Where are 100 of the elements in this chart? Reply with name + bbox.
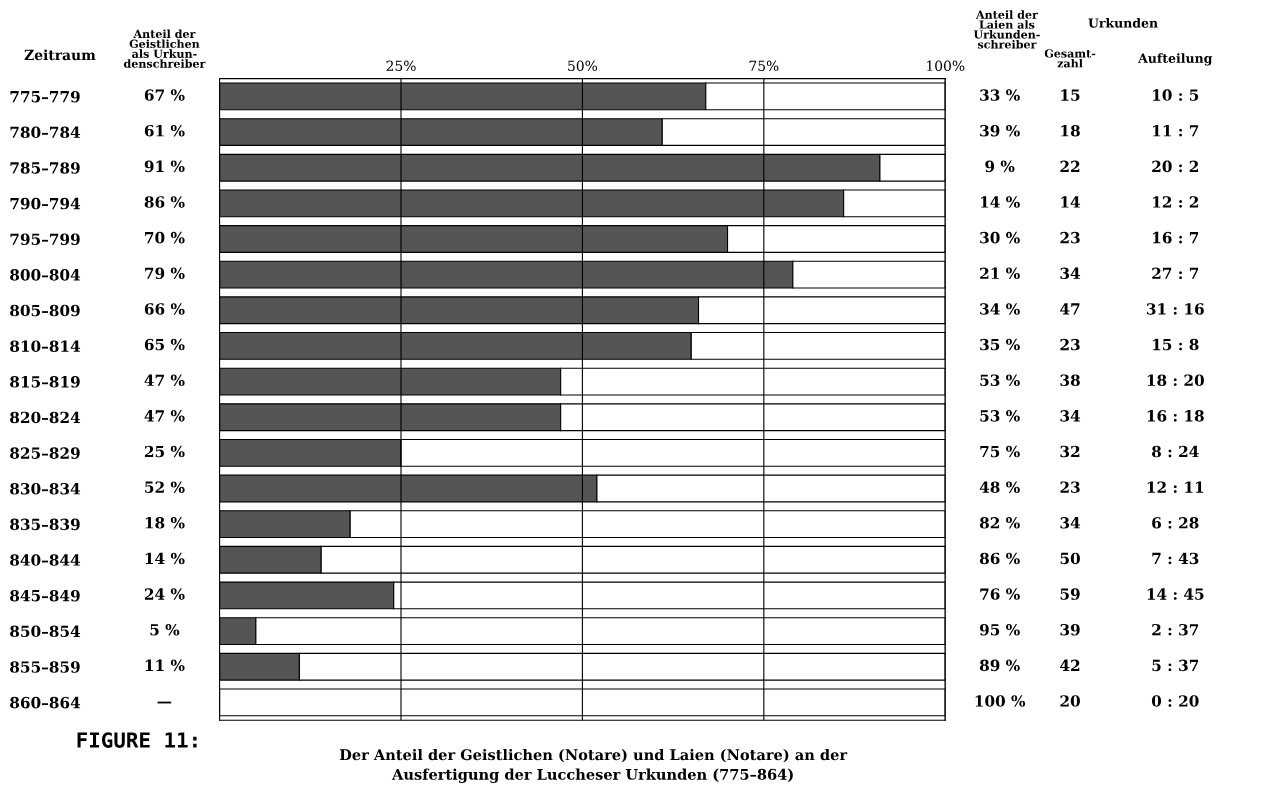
data-label: 52 % (145, 481, 185, 493)
text: 22 (1060, 160, 1080, 172)
text: — (157, 701, 172, 704)
data-label: 47 % (144, 374, 185, 387)
data-label: 70 % (145, 231, 185, 244)
data-label: 33 % (980, 89, 1020, 101)
text: 10 : 5 (1153, 89, 1199, 101)
data-label: 67 % (144, 89, 185, 101)
x-tick-label: 100% (927, 60, 965, 72)
text: 38 (1060, 374, 1080, 387)
text: 5 : 37 (1152, 659, 1199, 672)
y-tick-label: 785–789 (10, 162, 80, 174)
data-label: 11 % (145, 659, 185, 672)
text: 2 : 37 (1152, 623, 1199, 636)
text: 6 : 28 (1152, 517, 1199, 529)
data-label: 25 % (144, 445, 185, 458)
data-label: 100 % (975, 695, 1026, 707)
data-label: 24 % (144, 588, 185, 600)
text: 11 : 7 (1153, 124, 1199, 137)
text: 7 : 43 (1152, 552, 1199, 565)
data-label: 9 % (985, 160, 1015, 173)
data-label: 76 % (980, 588, 1020, 600)
text: 59 (1060, 588, 1080, 600)
text: 14 : 45 (1147, 588, 1204, 600)
data-label: 86 % (144, 196, 185, 208)
data-label: 35 % (980, 338, 1020, 351)
data-label: 75 % (980, 445, 1020, 458)
text: Der Anteil der Geistlichen (Notare) und Laien (Notare) an der Ausfertigung der Luccheser Urkunden (775–864) (339, 748, 848, 783)
data-label: 61 % (144, 124, 185, 137)
y-tick-label: 805–809 (10, 304, 80, 317)
data-label: 82 % (979, 517, 1020, 529)
y-tick-label: 840–844 (10, 554, 81, 566)
data-label: 5 % (150, 623, 180, 636)
text: Urkunden (1088, 18, 1158, 28)
data-label: 53 % (980, 374, 1020, 387)
text: 34 (1060, 267, 1081, 280)
y-tick-label: 850–854 (10, 625, 81, 638)
text: 32 (1060, 445, 1080, 458)
x-tick-label: 75% (749, 60, 779, 72)
text: 12 : 2 (1153, 196, 1198, 208)
y-tick-label: 860–864 (10, 696, 81, 709)
text: 16 : 7 (1153, 231, 1199, 244)
y-tick-label: 845–849 (10, 589, 80, 602)
text: 34 (1060, 517, 1081, 529)
data-label: 79 % (145, 267, 185, 280)
text: Gesamt- zahl (1044, 49, 1096, 68)
data-label: 34 % (980, 303, 1020, 315)
data-label: 39 % (980, 124, 1020, 137)
data-label: 89 % (979, 659, 1020, 672)
y-tick-label: 780–784 (10, 126, 81, 139)
data-label: 18 % (145, 517, 185, 529)
y-tick-label: 775–779 (10, 90, 80, 103)
y-tick-label: 825–829 (10, 447, 80, 459)
data-label: 65 % (144, 338, 185, 351)
x-tick-label: 50% (568, 60, 598, 72)
text: 16 : 18 (1147, 410, 1204, 422)
text: 42 (1060, 659, 1080, 671)
text: 14 (1061, 196, 1081, 208)
data-label: 53 % (980, 410, 1020, 422)
data-label: 47 % (144, 410, 185, 422)
y-tick-label: 810–814 (10, 340, 81, 352)
text: 27 : 7 (1152, 267, 1199, 280)
data-label: 66 % (144, 303, 185, 315)
y-tick-label: 820–824 (10, 411, 81, 424)
data-label: 95 % (979, 623, 1020, 636)
text: 23 (1060, 231, 1080, 244)
data-label: 14 % (980, 196, 1020, 208)
data-label: 21 % (980, 267, 1020, 280)
data-label: 86 % (979, 552, 1020, 565)
text: Anteil der Geistlichen als Urkun- denschreiber (123, 29, 206, 68)
text: 31 : 16 (1146, 303, 1204, 315)
data-label: 48 % (979, 481, 1020, 493)
text: 15 : 8 (1153, 338, 1199, 351)
y-tick-label: 830–834 (10, 482, 81, 495)
text: Zeitraum (24, 49, 96, 61)
text: Anteil der Laien als Urkunden- schreiber (973, 10, 1040, 49)
y-tick-label: 800–804 (10, 269, 81, 281)
y-tick-label: 855–859 (10, 661, 80, 673)
y-tick-label: 835–839 (10, 518, 80, 531)
text: 50 (1060, 552, 1080, 565)
data-label: 14 % (145, 552, 185, 565)
text: 34 (1060, 410, 1081, 422)
x-tick-label: 25% (386, 60, 416, 72)
data-label: 91 % (144, 160, 185, 173)
text: 0 : 20 (1151, 695, 1199, 707)
text: 47 (1060, 303, 1080, 315)
text: 39 (1060, 623, 1080, 636)
text: 15 (1061, 89, 1080, 101)
text: FIGURE 11: (77, 732, 197, 748)
text: 23 (1060, 338, 1080, 351)
text: 18 (1061, 124, 1080, 137)
text: 23 (1060, 481, 1080, 493)
text: 20 : 2 (1152, 160, 1198, 173)
y-tick-label: 790–794 (10, 197, 81, 210)
text: 20 (1060, 695, 1080, 707)
text: 18 : 20 (1147, 374, 1204, 387)
text: Aufteilung (1138, 53, 1213, 66)
text: 8 : 24 (1151, 445, 1199, 458)
text: 12 : 11 (1147, 481, 1204, 493)
data-label: 30 % (980, 231, 1020, 244)
